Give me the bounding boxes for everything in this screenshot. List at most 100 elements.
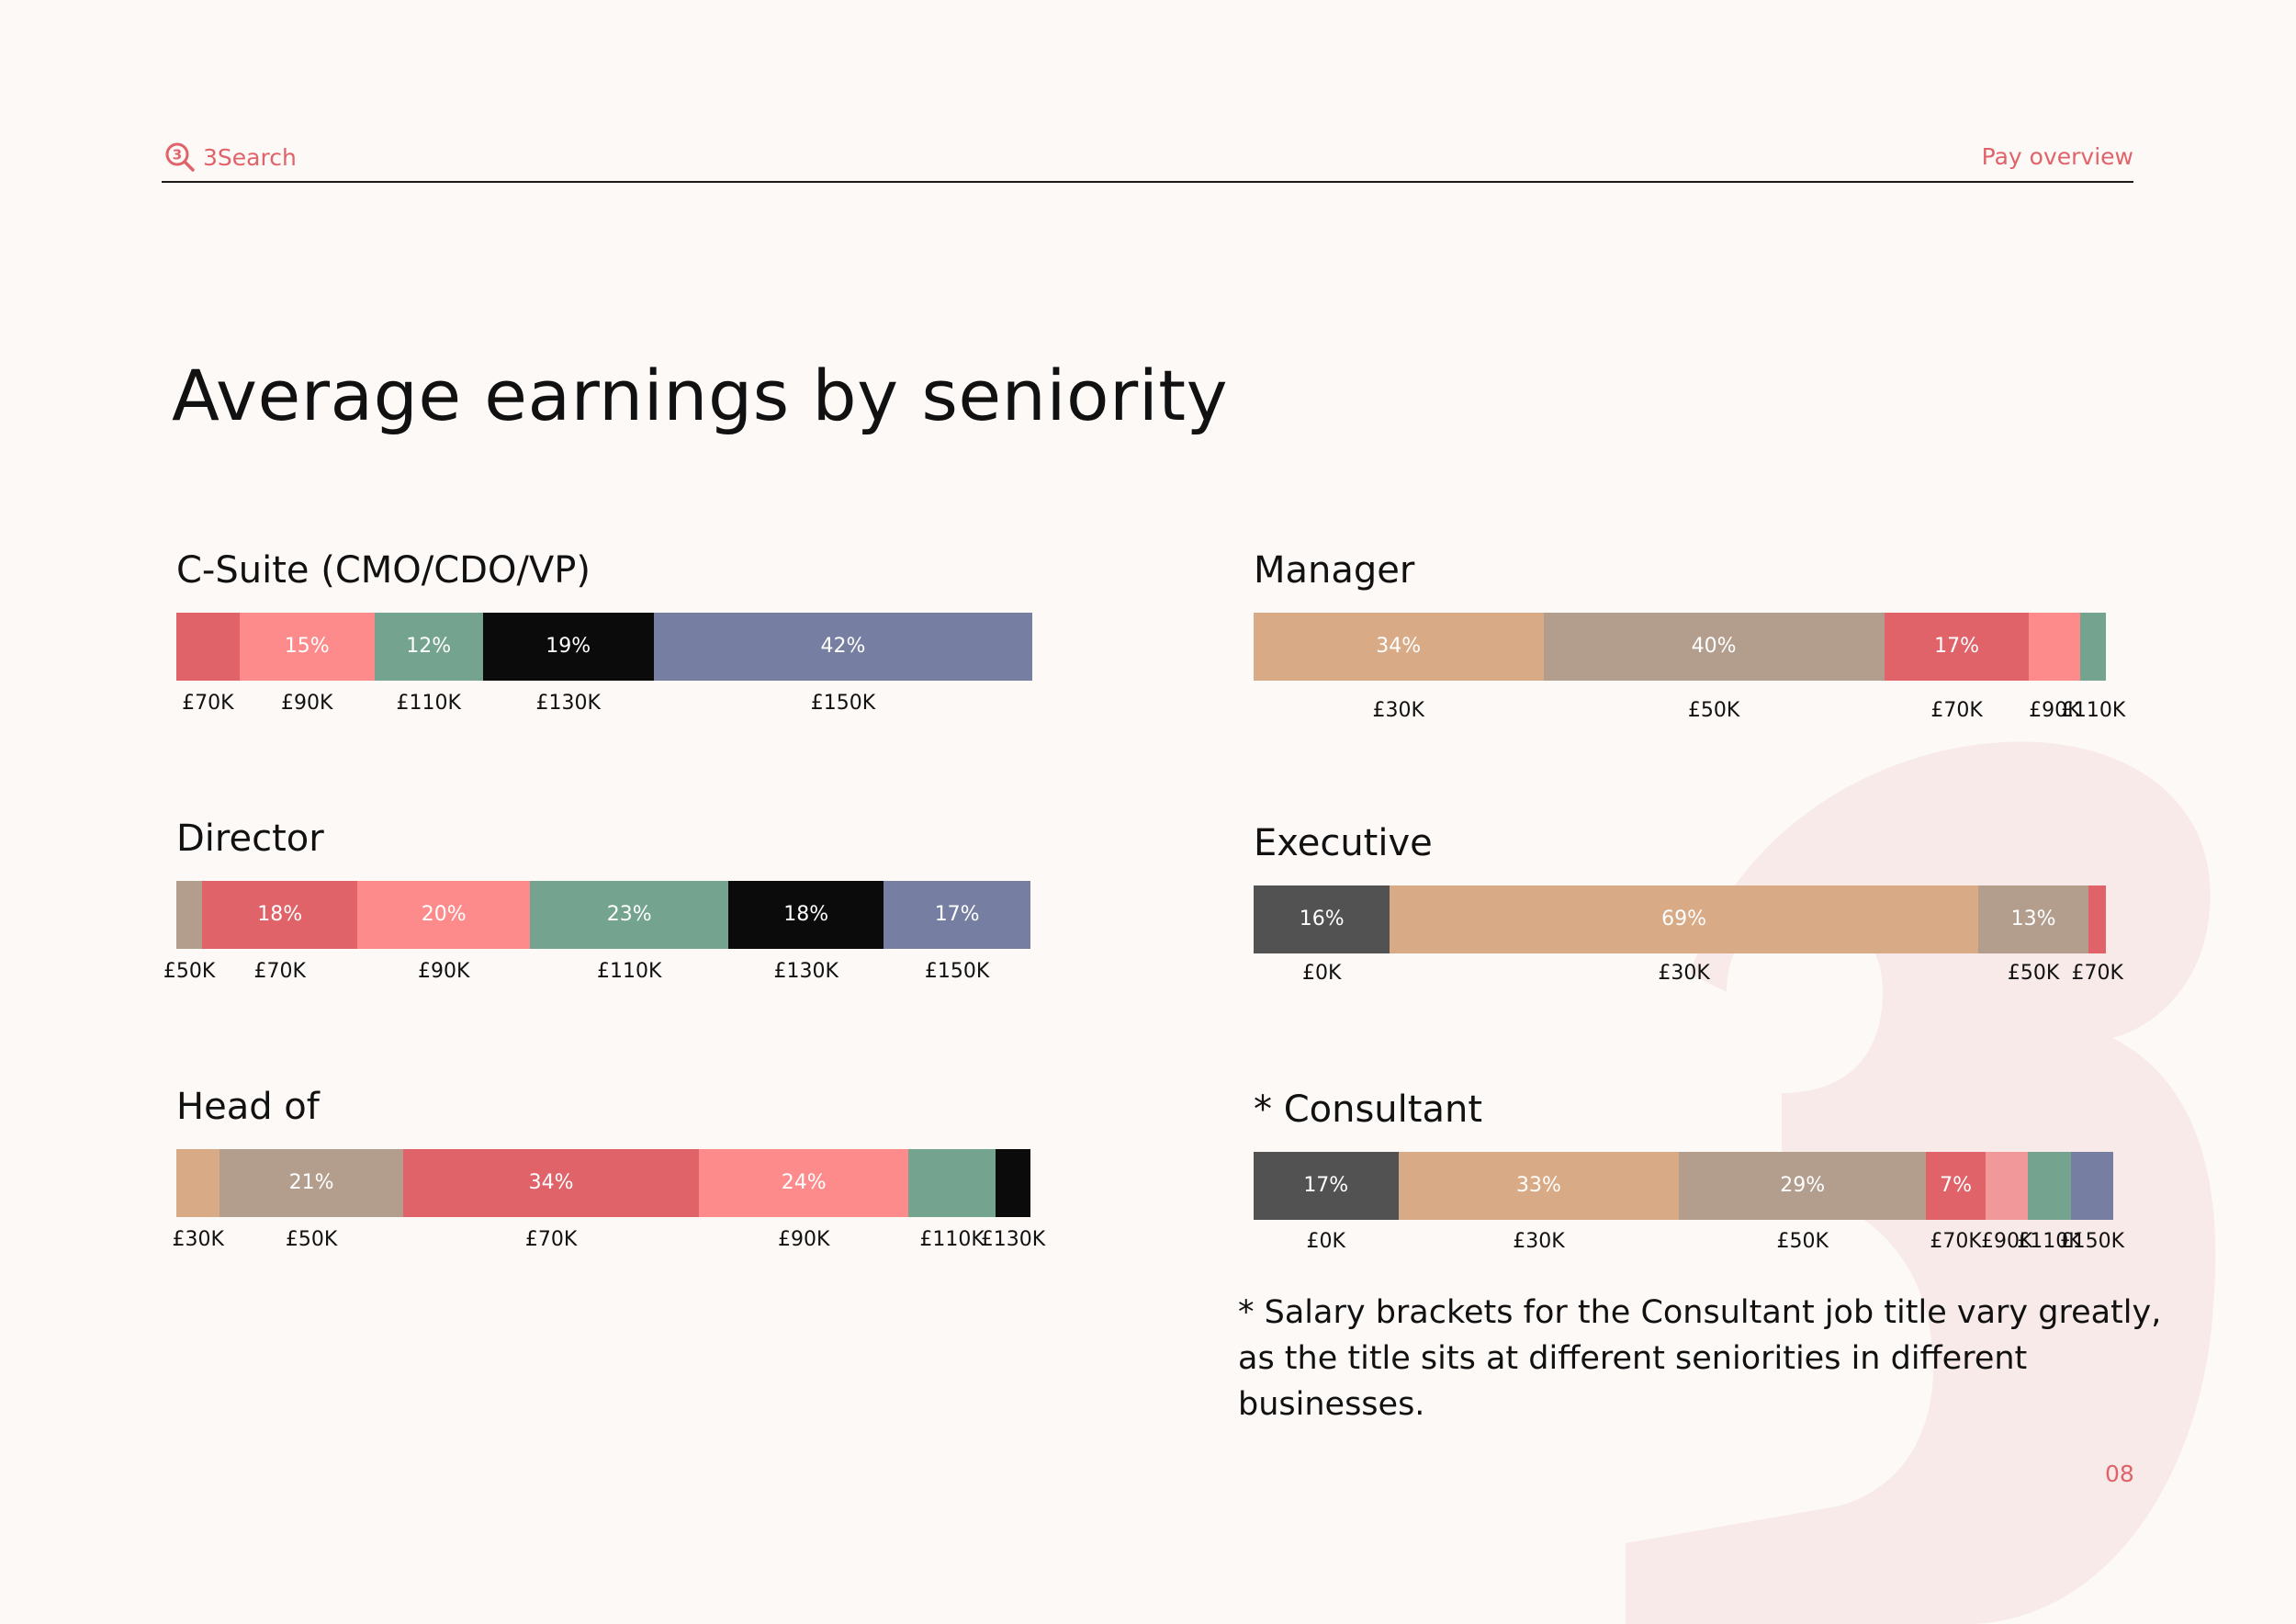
bracket-label: £70K <box>1930 1230 1982 1253</box>
bracket-label: £30K <box>172 1228 224 1251</box>
bracket-label: £130K <box>773 960 838 983</box>
bracket-label: £50K <box>2007 962 2060 985</box>
segment-value-label: 40% <box>1691 635 1737 658</box>
footnote: * Salary brackets for the Consultant job… <box>1238 1294 2162 1423</box>
stacked-bar: 18% 20% 23% 18% 17% <box>176 881 1030 949</box>
bracket-label: £30K <box>1513 1230 1565 1253</box>
chart-panel-director: Director 18% 20% 23% 18% 17% £50K £70K £90K £11… <box>163 818 1033 992</box>
bracket-label: £110K <box>2060 699 2126 722</box>
chart-title: Manager <box>1254 549 1415 592</box>
bar-segment <box>2088 885 2106 953</box>
bar-segment <box>1679 1152 1927 1220</box>
chart-panel-manager: Manager 34% 40% 17% £30K £50K £70K £90K £110K <box>1254 549 2135 733</box>
bar-segment <box>2070 1152 2113 1220</box>
bracket-label: £150K <box>2059 1230 2125 1253</box>
brand-search-icon: 3 <box>165 142 195 172</box>
bar-segment <box>357 881 531 949</box>
segment-value-label: 18% <box>257 903 303 926</box>
chart-title: Head of <box>176 1086 320 1128</box>
bracket-label: £70K <box>253 960 306 983</box>
bar-segment <box>2028 1152 2071 1220</box>
segment-value-label: 19% <box>546 635 591 658</box>
segment-value-label: 21% <box>288 1171 334 1194</box>
segment-value-label: 24% <box>781 1171 827 1194</box>
chart-title: C-Suite (CMO/CDO/VP) <box>176 549 591 592</box>
bracket-label: £30K <box>1372 699 1424 722</box>
bar-segment <box>884 881 1030 949</box>
bar-segment <box>1884 613 2030 681</box>
segment-value-label: 42% <box>820 635 866 658</box>
bar-segment <box>1926 1152 1986 1220</box>
segment-value-label: 7% <box>1940 1174 1972 1197</box>
bracket-label: £130K <box>980 1228 1046 1251</box>
bar-segment <box>1398 1152 1680 1220</box>
bar-segment <box>530 881 729 949</box>
bracket-label: £90K <box>778 1228 830 1251</box>
bar-segment <box>2080 613 2106 681</box>
segment-value-label: 12% <box>406 635 452 658</box>
bar-segment <box>1390 885 1978 953</box>
bracket-label: £110K <box>919 1228 985 1251</box>
bracket-label: £90K <box>1980 1230 2033 1253</box>
bracket-label: £70K <box>1930 699 1983 722</box>
brand-name: 3Search <box>203 143 297 171</box>
bar-segment <box>202 881 358 949</box>
bar-segment <box>402 1149 700 1217</box>
bracket-label: £150K <box>810 692 876 715</box>
stacked-bar: 15% 12% 19% 42% <box>176 613 1032 681</box>
bar-segment <box>1977 885 2089 953</box>
brand-logo: 3 3Search <box>164 141 297 174</box>
stacked-bar: 16% 69% 13% <box>1254 885 2106 953</box>
bar-segment <box>996 1149 1030 1217</box>
bar-segment <box>1543 613 1885 681</box>
bracket-label: £130K <box>535 692 601 715</box>
segment-value-label: 29% <box>1780 1174 1826 1197</box>
tick-labels: £30K £50K £70K £90K £110K <box>1254 699 2126 725</box>
header-divider <box>162 181 2133 183</box>
bracket-label: £70K <box>524 1228 578 1251</box>
bracket-label: £70K <box>182 692 234 715</box>
bar-segment <box>728 881 884 949</box>
bar-segment <box>176 881 203 949</box>
tick-labels: £0K £30K £50K £70K £90K £110K £150K <box>1254 1230 2124 1256</box>
segment-value-label: 23% <box>606 903 652 926</box>
bar-segment <box>908 1149 996 1217</box>
bracket-label: £50K <box>163 960 216 983</box>
bar-segment <box>176 1149 220 1217</box>
bracket-label: £50K <box>1776 1230 1829 1253</box>
chart-panel-consultant: * Consultant 17% 33% 29% 7% £0K £30K £50K £70K… <box>1254 1088 2135 1263</box>
bracket-label: £150K <box>924 960 990 983</box>
tick-labels: £30K £50K £70K £90K £110K £130K <box>172 1228 1046 1254</box>
chart-title: Executive <box>1254 822 1433 864</box>
bracket-label: £50K <box>285 1228 338 1251</box>
bracket-label: £110K <box>596 960 662 983</box>
bracket-label: £30K <box>1658 962 1710 985</box>
page-title: Average earnings by seniority <box>172 355 1229 436</box>
bracket-label: £90K <box>2029 699 2081 722</box>
segment-value-label: 20% <box>421 903 467 926</box>
page-number: 08 <box>2105 1460 2134 1487</box>
bar-segment <box>2029 613 2081 681</box>
stacked-bar: 21% 34% 24% <box>176 1149 1030 1217</box>
tick-labels: £50K £70K £90K £110K £130K £150K <box>163 960 1030 986</box>
bar-segment <box>1254 885 1390 953</box>
svg-text:3: 3 <box>173 147 182 164</box>
stacked-bar: 34% 40% 17% <box>1254 613 2106 681</box>
bracket-label: £0K <box>1302 962 1342 985</box>
segment-value-label: 16% <box>1299 908 1345 930</box>
bar-segment <box>239 613 375 681</box>
segment-value-label: 17% <box>934 903 980 926</box>
segment-value-label: 13% <box>2010 908 2056 930</box>
bar-segment <box>482 613 654 681</box>
segment-value-label: 18% <box>783 903 829 926</box>
section-title: Pay overview <box>1981 143 2133 170</box>
segment-value-label: 69% <box>1661 908 1707 930</box>
bracket-label: £90K <box>417 960 470 983</box>
bar-segment <box>219 1149 403 1217</box>
chart-panel-head-of: Head of 21% 34% 24% £30K £50K £70K £90K £110K £… <box>172 1086 1046 1260</box>
tick-labels: £0K £30K £50K £70K <box>1254 962 2123 987</box>
tick-labels: £70K £90K £110K £130K £150K <box>176 692 1032 717</box>
segment-value-label: 17% <box>1303 1174 1349 1197</box>
bracket-label: £50K <box>1687 699 1740 722</box>
segment-value-label: 34% <box>1376 635 1422 658</box>
